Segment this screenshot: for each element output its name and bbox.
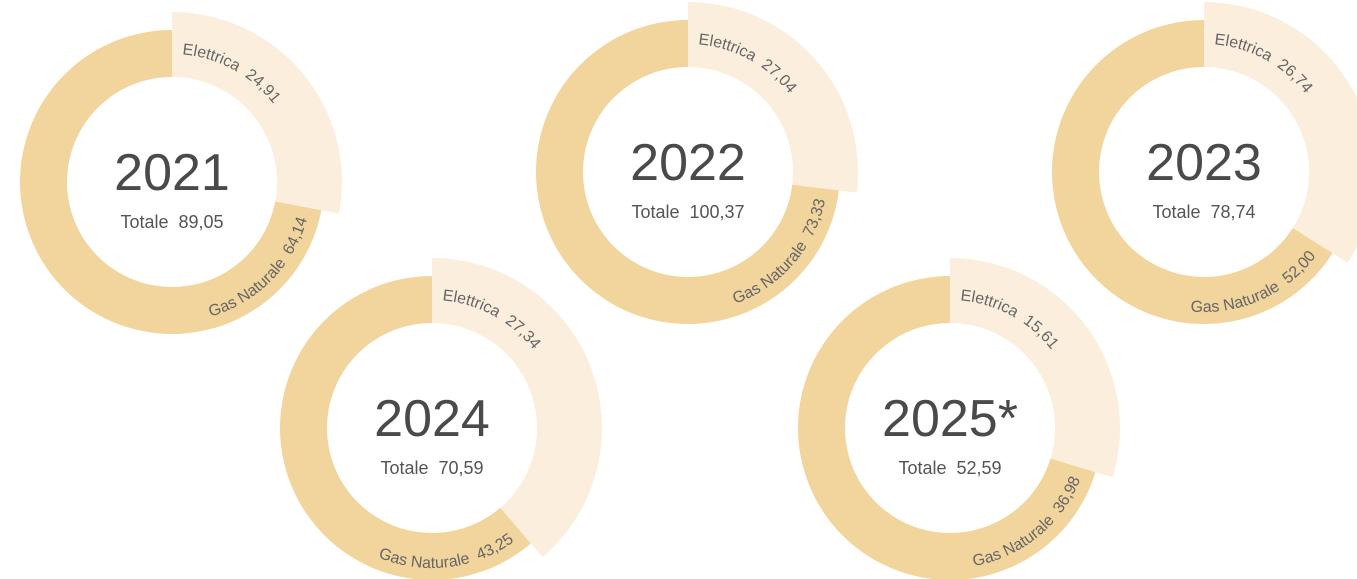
- total-label: Totale: [898, 458, 946, 478]
- total-value: 78,74: [1211, 202, 1256, 222]
- total-value: 70,59: [439, 458, 484, 478]
- segment: [172, 12, 343, 214]
- year-title: 2023: [1146, 134, 1262, 192]
- total: Totale 89,05: [120, 212, 223, 232]
- segment: [1052, 20, 1333, 324]
- total-label: Totale: [1152, 202, 1200, 222]
- total-value: 89,05: [179, 212, 224, 232]
- segment: [950, 258, 1120, 478]
- year-title: 2025*: [882, 390, 1018, 448]
- segment: [798, 276, 1096, 579]
- year-title: 2022: [630, 134, 746, 192]
- total: Totale 70,59: [380, 458, 483, 478]
- total-label: Totale: [380, 458, 428, 478]
- total: Totale 100,37: [631, 202, 744, 222]
- total: Totale 78,74: [1152, 202, 1255, 222]
- total: Totale 52,59: [898, 458, 1001, 478]
- segment: [1204, 2, 1357, 263]
- segment: [536, 20, 839, 324]
- total-label: Totale: [631, 202, 679, 222]
- year-title: 2021: [114, 144, 230, 202]
- total-value: 100,37: [690, 202, 745, 222]
- segment: [432, 258, 602, 558]
- year-title: 2024: [374, 390, 490, 448]
- segment: [280, 276, 531, 579]
- segment: [688, 2, 858, 193]
- segment: [20, 30, 322, 334]
- total-value: 52,59: [957, 458, 1002, 478]
- total-label: Totale: [120, 212, 168, 232]
